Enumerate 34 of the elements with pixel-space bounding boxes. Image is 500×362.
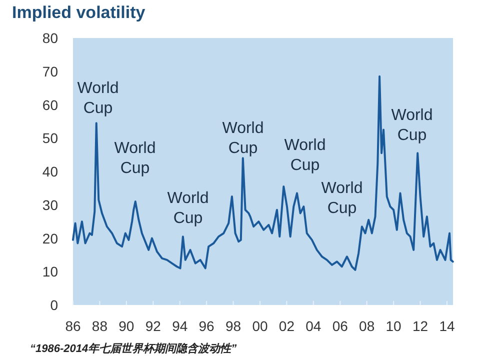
x-tick-label: 06 [332, 318, 348, 334]
y-tick-label: 20 [42, 230, 58, 246]
x-tick-label: 04 [306, 318, 322, 334]
x-tick-label: 88 [92, 318, 108, 334]
annotation: World Cup [222, 120, 264, 157]
annotation: World Cup [391, 107, 433, 144]
annotation: World Cup [114, 140, 156, 177]
x-tick-label: 10 [386, 318, 402, 334]
y-tick-label: 60 [42, 96, 58, 113]
annotation: World Cup [77, 80, 119, 117]
chart-title: Implied volatility [12, 3, 146, 22]
x-tick-label: 92 [145, 318, 162, 334]
y-tick-label: 50 [42, 130, 58, 146]
x-tick-label: 02 [278, 318, 295, 334]
x-tick-label: 96 [198, 318, 215, 334]
annotation: World Cup [284, 137, 326, 174]
line-series [72, 75, 454, 271]
y-tick-label: 30 [42, 196, 58, 213]
x-tick-label: 98 [225, 318, 242, 334]
y-tick-label: 10 [42, 264, 58, 280]
x-tick-label: 94 [172, 318, 188, 334]
x-tick-label: 86 [65, 318, 81, 334]
annotation: World Cup [167, 190, 209, 227]
y-tick-label: 70 [42, 63, 58, 80]
annotation: World Cup [321, 180, 363, 217]
y-tick-label: 80 [42, 30, 58, 46]
y-tick-label: 0 [50, 297, 58, 313]
x-tick-label: 14 [439, 318, 455, 334]
x-tick-label: 12 [412, 318, 428, 334]
x-tick-label: 90 [118, 318, 134, 334]
x-tick-label: 08 [359, 318, 375, 334]
y-tick-label: 40 [42, 164, 58, 180]
text: “1986-2014年七届世界杯期间隐含波动性” [30, 342, 238, 355]
x-tick-label: 00 [252, 318, 268, 334]
